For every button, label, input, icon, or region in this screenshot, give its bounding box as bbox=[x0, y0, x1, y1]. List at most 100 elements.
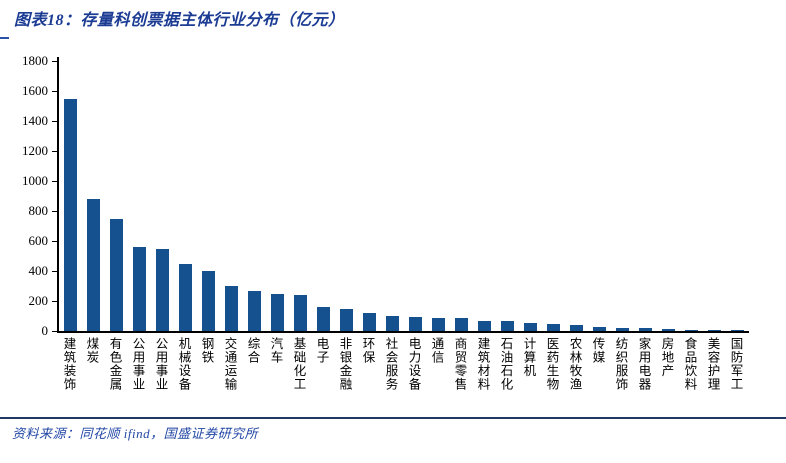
bar bbox=[202, 271, 215, 331]
bar-slot bbox=[82, 61, 105, 331]
bar bbox=[547, 324, 560, 331]
y-tick-label: 0 bbox=[41, 323, 49, 338]
x-axis-label: 综合 bbox=[245, 337, 260, 364]
y-tick-label: 1600 bbox=[22, 83, 48, 98]
bar-slot bbox=[588, 61, 611, 331]
bar bbox=[110, 218, 123, 331]
bar bbox=[363, 313, 376, 331]
bar-slot bbox=[473, 61, 496, 331]
bar-slot bbox=[703, 61, 726, 331]
x-axis-label: 煤炭 bbox=[84, 337, 99, 364]
bar-slot bbox=[634, 61, 657, 331]
bar bbox=[524, 322, 537, 331]
bar-slot bbox=[726, 61, 749, 331]
bar-slot bbox=[358, 61, 381, 331]
x-axis-label: 传媒 bbox=[590, 337, 605, 364]
bar-slot bbox=[197, 61, 220, 331]
y-tick-mark bbox=[52, 211, 57, 212]
bar bbox=[685, 329, 698, 331]
x-axis-label: 计算机 bbox=[521, 337, 536, 378]
footer-separator bbox=[0, 417, 786, 419]
y-tick-label: 1200 bbox=[22, 143, 48, 158]
x-axis-label: 纺织服饰 bbox=[613, 337, 628, 391]
source-note: 资料来源：同花顺 ifind，国盛证券研究所 bbox=[12, 426, 259, 441]
x-axis-label: 机械设备 bbox=[176, 337, 191, 391]
x-axis-label: 石油石化 bbox=[498, 337, 513, 391]
bar bbox=[616, 327, 629, 331]
y-tick-label: 200 bbox=[28, 293, 49, 308]
x-axis-label: 建筑材料 bbox=[475, 337, 490, 391]
x-axis-label: 房地产 bbox=[659, 337, 674, 378]
bar-slot bbox=[174, 61, 197, 331]
bar bbox=[340, 308, 353, 331]
y-tick-mark bbox=[52, 181, 57, 182]
bar bbox=[570, 325, 583, 331]
bar-slot bbox=[335, 61, 358, 331]
bar bbox=[478, 320, 491, 331]
bar bbox=[225, 286, 238, 331]
plot-area bbox=[57, 57, 749, 333]
bar-slot bbox=[266, 61, 289, 331]
title-underline-dash bbox=[0, 37, 9, 39]
bar-slot bbox=[657, 61, 680, 331]
bar-slot bbox=[427, 61, 450, 331]
x-axis-label: 食品饮料 bbox=[682, 337, 697, 391]
bar bbox=[64, 98, 77, 331]
bar bbox=[708, 329, 721, 331]
bar-slot bbox=[381, 61, 404, 331]
y-tick-label: 1000 bbox=[22, 173, 48, 188]
bar bbox=[662, 329, 675, 331]
x-axis-label: 美容护理 bbox=[705, 337, 720, 391]
y-tick-mark bbox=[52, 271, 57, 272]
x-axis-label: 钢铁 bbox=[199, 337, 214, 364]
y-tick-mark bbox=[52, 241, 57, 242]
y-tick-mark bbox=[52, 61, 57, 62]
bar bbox=[386, 316, 399, 331]
bar bbox=[156, 248, 169, 331]
bar bbox=[409, 317, 422, 331]
x-axis-label: 国防军工 bbox=[728, 337, 743, 391]
bar bbox=[248, 290, 261, 331]
x-axis-label: 环保 bbox=[360, 337, 375, 364]
y-tick-label: 1800 bbox=[22, 53, 48, 68]
bar-slot bbox=[312, 61, 335, 331]
y-tick-mark bbox=[52, 121, 57, 122]
bar-slot bbox=[519, 61, 542, 331]
bar-slot bbox=[243, 61, 266, 331]
bar bbox=[432, 317, 445, 331]
bar bbox=[87, 199, 100, 331]
bar bbox=[179, 263, 192, 331]
bar bbox=[294, 295, 307, 331]
x-axis-label: 交通运输 bbox=[222, 337, 237, 391]
bar-slot bbox=[105, 61, 128, 331]
x-axis-label: 社会服务 bbox=[383, 337, 398, 391]
bar bbox=[501, 321, 514, 331]
x-axis-label: 公用事业 bbox=[130, 337, 145, 391]
bar bbox=[133, 247, 146, 331]
y-tick-label: 800 bbox=[28, 203, 49, 218]
y-tick-mark bbox=[52, 151, 57, 152]
x-axis-label: 基础化工 bbox=[291, 337, 306, 391]
y-tick-label: 400 bbox=[28, 263, 49, 278]
bar-slot bbox=[289, 61, 312, 331]
x-axis-label: 公用事业 bbox=[153, 337, 168, 391]
bar-slot bbox=[680, 61, 703, 331]
bar bbox=[731, 330, 744, 331]
bar-slot bbox=[404, 61, 427, 331]
y-tick-mark bbox=[52, 91, 57, 92]
bar-slot bbox=[496, 61, 519, 331]
bar-slot bbox=[220, 61, 243, 331]
bar-slot bbox=[450, 61, 473, 331]
bar-slot bbox=[542, 61, 565, 331]
bar-slot bbox=[565, 61, 588, 331]
y-tick-label: 600 bbox=[28, 233, 49, 248]
figure-title: 图表18：存量科创票据主体行业分布（亿元） bbox=[14, 12, 345, 29]
y-tick-mark bbox=[52, 301, 57, 302]
x-axis-label: 建筑装饰 bbox=[61, 337, 76, 391]
x-axis-label: 医药生物 bbox=[544, 337, 559, 391]
x-axis-label: 商贸零售 bbox=[452, 337, 467, 391]
bar-slot bbox=[611, 61, 634, 331]
x-axis-label: 电力设备 bbox=[406, 337, 421, 391]
x-axis-label: 家用电器 bbox=[636, 337, 651, 391]
bar-slot bbox=[128, 61, 151, 331]
